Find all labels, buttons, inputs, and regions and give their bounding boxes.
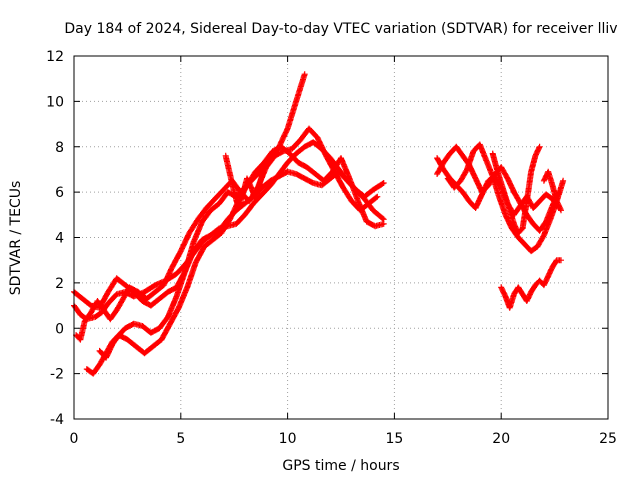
series-arc-11: [498, 257, 564, 311]
x-axis-label: GPS time / hours: [282, 458, 399, 474]
series-markers: [444, 141, 567, 255]
y-tick-label: -2: [50, 367, 64, 383]
series-markers: [540, 168, 564, 214]
chart-title: Day 184 of 2024, Sidereal Day-to-day VTE…: [64, 21, 617, 37]
x-tick-label: 10: [279, 431, 297, 447]
y-tick-label: 6: [55, 185, 64, 201]
series-arc-12: [540, 168, 564, 214]
x-tick-label: 0: [70, 431, 79, 447]
y-tick-label: 10: [46, 94, 64, 110]
y-tick-label: 2: [55, 276, 64, 292]
series-markers: [222, 152, 268, 211]
x-tick-label: 25: [599, 431, 617, 447]
plot-frame: [73, 55, 609, 420]
x-ticks: 0 5 10 15 20 25: [70, 56, 617, 447]
series-arc-6: [222, 152, 268, 211]
series-markers: [489, 143, 543, 236]
y-tick-label: 12: [46, 49, 64, 65]
y-tick-label: -4: [50, 412, 64, 428]
x-tick-label: 20: [492, 431, 510, 447]
series-markers: [73, 125, 381, 343]
series-arc-9: [444, 141, 567, 255]
data-points: [71, 71, 567, 377]
series-arc-5: [73, 125, 381, 343]
series-markers: [498, 257, 564, 311]
y-tick-label: 8: [55, 140, 64, 156]
grid: [74, 56, 608, 419]
y-axis-label: SDTVAR / TECUs: [8, 181, 24, 296]
series-arc-10: [489, 143, 543, 236]
x-tick-label: 5: [176, 431, 185, 447]
x-tick-label: 15: [385, 431, 403, 447]
y-tick-label: 0: [55, 321, 64, 337]
y-ticks: -4 -2 0 2 4 6 8 10 12: [46, 49, 608, 428]
y-tick-label: 4: [55, 231, 64, 247]
